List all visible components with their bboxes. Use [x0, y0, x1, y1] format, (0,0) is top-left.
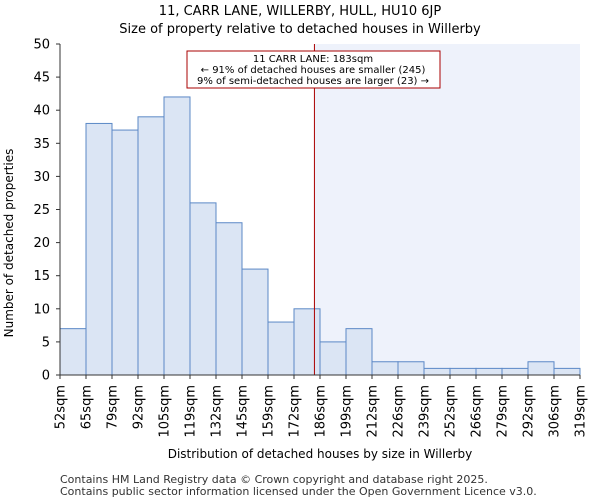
- x-tick-label: 239sqm: [418, 385, 433, 438]
- bar-105sqm: [163, 96, 191, 376]
- bar-92sqm: [137, 116, 165, 376]
- y-tick-label: 15: [33, 269, 50, 284]
- annotation-box: [186, 50, 441, 89]
- bar-186sqm: [319, 341, 347, 376]
- bar-159sqm: [267, 321, 295, 376]
- y-tick-label: 25: [33, 203, 50, 218]
- bar-145sqm: [241, 268, 269, 376]
- x-tick-label: 226sqm: [392, 385, 407, 438]
- bar-266sqm: [475, 367, 503, 376]
- y-tick-label: 50: [33, 38, 50, 53]
- y-tick-label: 35: [33, 137, 50, 152]
- highlight-region: [314, 44, 580, 375]
- bar-119sqm: [189, 202, 217, 376]
- bar-79sqm: [111, 129, 139, 376]
- bar-239sqm: [423, 367, 451, 376]
- x-tick-label: 145sqm: [236, 385, 251, 438]
- x-tick-label: 52sqm: [54, 385, 69, 429]
- bar-199sqm: [345, 328, 373, 376]
- y-axis-label: Number of detached properties: [2, 149, 16, 338]
- bar-226sqm: [397, 361, 425, 376]
- y-tick-label: 40: [33, 104, 50, 119]
- y-tick-label: 45: [33, 71, 50, 86]
- bar-132sqm: [215, 222, 243, 376]
- x-axis-label: Distribution of detached houses by size …: [168, 447, 473, 461]
- chart-title: 11, CARR LANE, WILLERBY, HULL, HU10 6JP: [158, 4, 442, 19]
- annotation-line-1: 11 CARR LANE: 183sqm: [253, 54, 373, 65]
- marker-annotation: 11 CARR LANE: 183sqm ← 91% of detached h…: [186, 50, 441, 89]
- bar-306sqm: [553, 367, 581, 376]
- x-tick-label: 79sqm: [106, 385, 121, 429]
- bar-252sqm: [449, 367, 477, 376]
- footer-licence: Contains public sector information licen…: [60, 485, 537, 498]
- x-tick-label: 266sqm: [470, 385, 485, 438]
- y-tick-label: 10: [33, 302, 50, 317]
- y-tick-label: 5: [42, 335, 50, 350]
- bars-group: [59, 96, 581, 376]
- x-tick-label: 212sqm: [366, 385, 381, 438]
- annotation-line-2: ← 91% of detached houses are smaller (24…: [201, 65, 426, 76]
- bar-292sqm: [527, 361, 555, 376]
- chart-subtitle: Size of property relative to detached ho…: [119, 22, 481, 37]
- bar-212sqm: [371, 361, 399, 376]
- y-tick-labels: 0 5 10 15 20 25 30 35 40 45 50: [33, 38, 60, 384]
- x-tick-label: 172sqm: [288, 385, 303, 438]
- x-tick-label: 119sqm: [184, 385, 199, 438]
- y-tick-label: 30: [33, 170, 50, 185]
- x-tick-label: 132sqm: [210, 385, 225, 438]
- x-tick-label: 292sqm: [522, 385, 537, 438]
- x-tick-label: 319sqm: [574, 385, 589, 438]
- bar-52sqm: [59, 328, 87, 376]
- x-tick-label: 279sqm: [496, 385, 511, 438]
- x-tick-labels: 52sqm 65sqm 79sqm 92sqm 105sqm 119sqm 132sqm 14…: [54, 375, 589, 438]
- x-tick-label: 186sqm: [314, 385, 329, 438]
- bar-279sqm: [501, 367, 529, 376]
- bar-65sqm: [85, 122, 113, 376]
- y-tick-label: 20: [33, 236, 50, 251]
- x-tick-label: 159sqm: [262, 385, 277, 438]
- x-tick-label: 105sqm: [158, 385, 173, 438]
- x-tick-label: 199sqm: [340, 385, 355, 438]
- y-tick-label: 0: [42, 369, 50, 384]
- footer-copyright: Contains HM Land Registry data © Crown c…: [60, 473, 488, 486]
- x-tick-label: 306sqm: [548, 385, 563, 438]
- annotation-line-3: 9% of semi-detached houses are larger (2…: [197, 76, 429, 87]
- x-tick-label: 92sqm: [132, 385, 147, 429]
- x-tick-label: 65sqm: [80, 385, 95, 429]
- x-tick-label: 252sqm: [444, 385, 459, 438]
- bar-172sqm: [293, 308, 321, 376]
